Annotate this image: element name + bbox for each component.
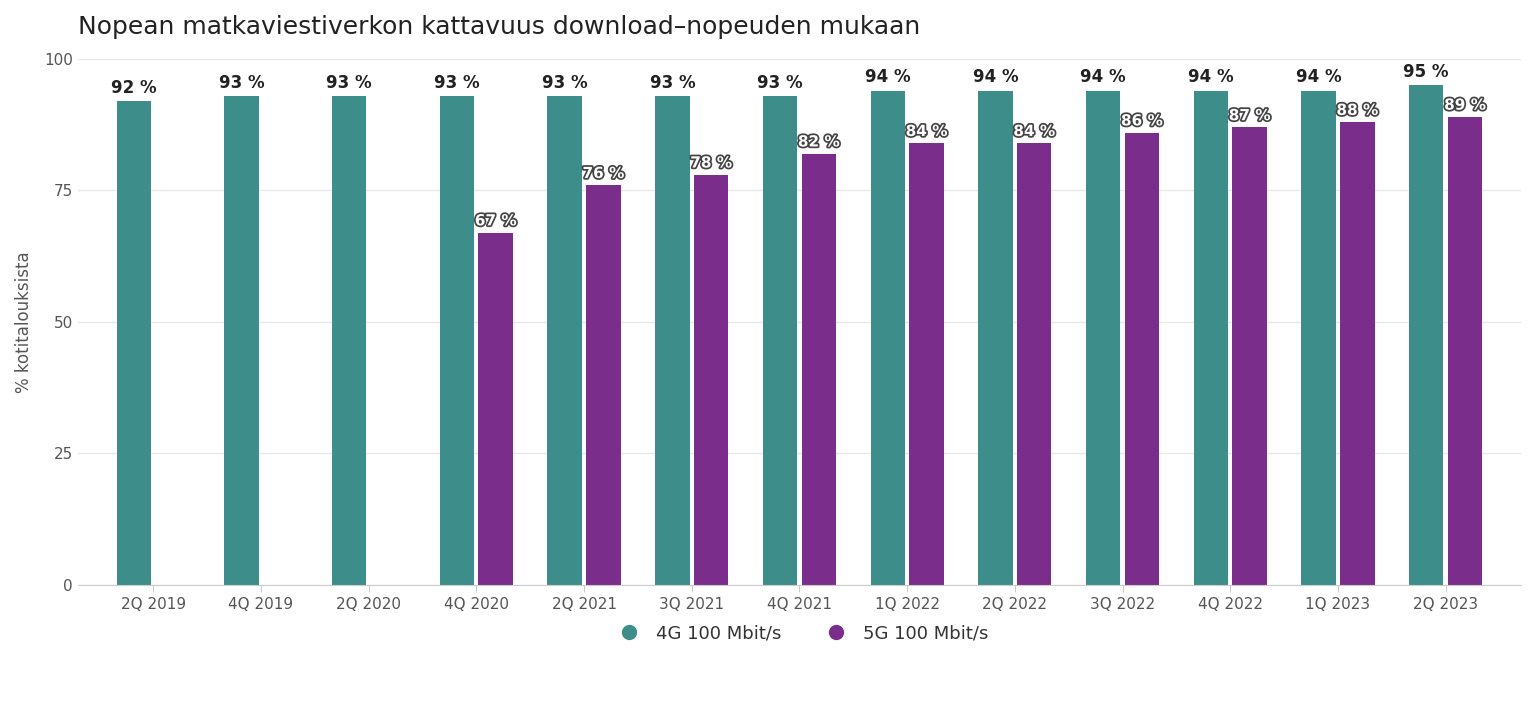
Text: 94 %: 94 % [1296, 68, 1341, 87]
Bar [1232, 127, 1267, 585]
Bar [871, 91, 905, 585]
Text: 76 %: 76 % [582, 166, 624, 181]
Bar [656, 96, 690, 585]
Bar [1409, 85, 1444, 585]
Text: 92 %: 92 % [111, 79, 157, 97]
Text: 87 %: 87 % [1229, 108, 1270, 123]
Text: 94 %: 94 % [1187, 68, 1233, 87]
Bar [1301, 91, 1336, 585]
Text: 93 %: 93 % [218, 74, 264, 92]
Bar [547, 96, 582, 585]
Bar [802, 153, 836, 585]
Text: 89 %: 89 % [1444, 98, 1485, 113]
Bar [587, 185, 621, 585]
Bar [1448, 117, 1482, 585]
Bar [1086, 91, 1120, 585]
Text: 78 %: 78 % [690, 155, 733, 170]
Bar [332, 96, 367, 585]
Bar [439, 96, 475, 585]
Text: 88 %: 88 % [1336, 103, 1378, 118]
Bar [117, 101, 151, 585]
Text: 94 %: 94 % [865, 68, 911, 87]
Text: 95 %: 95 % [1404, 63, 1448, 81]
Text: 93 %: 93 % [542, 74, 587, 92]
Text: 84 %: 84 % [1014, 124, 1055, 139]
Text: 93 %: 93 % [757, 74, 803, 92]
Text: 93 %: 93 % [327, 74, 372, 92]
Text: 94 %: 94 % [1080, 68, 1126, 87]
Bar [1017, 143, 1052, 585]
Bar [978, 91, 1012, 585]
Text: 94 %: 94 % [972, 68, 1018, 87]
Bar [763, 96, 797, 585]
Text: 67 %: 67 % [475, 213, 516, 229]
Legend: 4G 100 Mbit/s, 5G 100 Mbit/s: 4G 100 Mbit/s, 5G 100 Mbit/s [604, 617, 995, 650]
Bar [479, 233, 513, 585]
Bar [224, 96, 258, 585]
Y-axis label: % kotitalouksista: % kotitalouksista [15, 251, 32, 393]
Text: 93 %: 93 % [435, 74, 479, 92]
Text: Nopean matkaviestiverkon kattavuus download–nopeuden mukaan: Nopean matkaviestiverkon kattavuus downl… [78, 15, 920, 39]
Text: 82 %: 82 % [797, 134, 840, 149]
Bar [1339, 122, 1375, 585]
Bar [694, 175, 728, 585]
Bar [909, 143, 943, 585]
Text: 84 %: 84 % [906, 124, 948, 139]
Bar [1193, 91, 1229, 585]
Bar [1124, 133, 1160, 585]
Text: 93 %: 93 % [650, 74, 696, 92]
Text: 86 %: 86 % [1121, 114, 1163, 129]
